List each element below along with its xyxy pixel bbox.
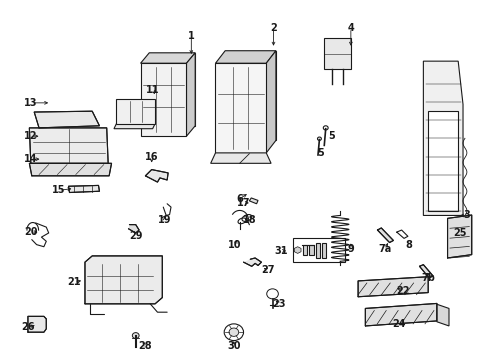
Bar xyxy=(427,111,457,211)
Polygon shape xyxy=(210,153,270,163)
Text: 31: 31 xyxy=(273,246,287,256)
Text: 10: 10 xyxy=(227,240,241,249)
Text: 1: 1 xyxy=(187,31,194,41)
Polygon shape xyxy=(68,185,99,193)
Text: 30: 30 xyxy=(226,341,240,351)
Text: 4: 4 xyxy=(347,23,353,33)
Polygon shape xyxy=(357,277,427,297)
Text: 26: 26 xyxy=(21,322,35,332)
Polygon shape xyxy=(377,228,393,243)
Text: 8: 8 xyxy=(405,240,411,249)
Polygon shape xyxy=(149,53,195,126)
Text: 18: 18 xyxy=(242,215,256,225)
Polygon shape xyxy=(447,215,471,258)
Bar xyxy=(292,238,345,262)
Text: 12: 12 xyxy=(24,131,38,141)
Bar xyxy=(308,245,313,255)
Bar xyxy=(302,245,307,255)
Text: 2: 2 xyxy=(269,23,276,33)
Text: 22: 22 xyxy=(395,285,409,296)
Polygon shape xyxy=(140,63,186,136)
Text: 20: 20 xyxy=(24,227,38,237)
Text: 14: 14 xyxy=(24,154,38,164)
Text: 17: 17 xyxy=(236,198,250,208)
Text: 5: 5 xyxy=(327,131,334,141)
Bar xyxy=(322,243,325,257)
Text: 3: 3 xyxy=(463,211,469,220)
Text: 6: 6 xyxy=(236,194,243,204)
Polygon shape xyxy=(215,51,275,63)
Polygon shape xyxy=(436,304,448,326)
Polygon shape xyxy=(116,99,155,124)
Text: 24: 24 xyxy=(392,319,405,329)
Polygon shape xyxy=(85,256,162,304)
Circle shape xyxy=(132,333,139,338)
Polygon shape xyxy=(114,124,155,129)
Text: 21: 21 xyxy=(67,277,81,287)
Text: 25: 25 xyxy=(452,228,466,238)
Polygon shape xyxy=(265,51,275,153)
Circle shape xyxy=(323,126,327,130)
Bar xyxy=(315,243,319,257)
Polygon shape xyxy=(419,265,432,278)
Polygon shape xyxy=(34,111,99,128)
Polygon shape xyxy=(215,63,265,153)
Polygon shape xyxy=(423,61,462,215)
Circle shape xyxy=(224,324,243,341)
Polygon shape xyxy=(145,170,168,182)
Polygon shape xyxy=(29,163,111,176)
Circle shape xyxy=(266,289,278,299)
Text: 29: 29 xyxy=(129,231,142,241)
Text: 13: 13 xyxy=(24,98,38,108)
Text: 23: 23 xyxy=(272,299,285,309)
Text: 15: 15 xyxy=(52,185,65,195)
Text: 19: 19 xyxy=(158,215,171,225)
Circle shape xyxy=(228,328,238,336)
Polygon shape xyxy=(28,316,46,332)
Text: 16: 16 xyxy=(144,152,158,162)
Text: 28: 28 xyxy=(138,341,152,351)
Polygon shape xyxy=(324,38,350,69)
Polygon shape xyxy=(365,303,436,326)
Text: 27: 27 xyxy=(261,265,274,275)
Text: 7a: 7a xyxy=(377,244,390,254)
Text: 9: 9 xyxy=(347,244,353,254)
Polygon shape xyxy=(249,198,258,204)
Text: 7b: 7b xyxy=(420,273,434,283)
Text: 11: 11 xyxy=(145,85,159,95)
Text: 5: 5 xyxy=(317,148,324,158)
Polygon shape xyxy=(140,53,195,63)
Polygon shape xyxy=(243,258,261,266)
Polygon shape xyxy=(29,128,108,163)
Circle shape xyxy=(317,137,321,140)
Polygon shape xyxy=(128,225,139,233)
Polygon shape xyxy=(186,53,195,136)
Polygon shape xyxy=(224,51,275,140)
